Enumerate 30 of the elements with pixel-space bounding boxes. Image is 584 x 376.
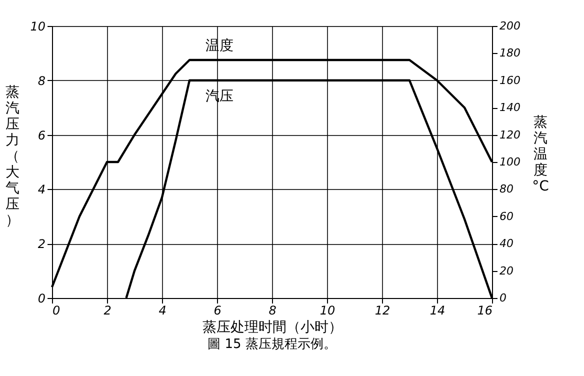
y2-tick-label: 0 — [500, 292, 506, 304]
x-tick-label: 16 — [477, 304, 493, 318]
x-tick-label: 6 — [214, 304, 222, 318]
x-tick-label: 12 — [374, 304, 390, 318]
x-tick-label: 8 — [268, 304, 277, 318]
y2-tick-label: 100 — [500, 156, 520, 168]
x-tick-label: 0 — [52, 304, 60, 318]
y2-tick-label: 120 — [500, 128, 520, 142]
x-tick-label: 14 — [430, 304, 446, 318]
y2-tick-label: 200 — [500, 20, 520, 32]
caption: 圖 15 蒸压規程示例。 — [208, 337, 336, 352]
y-tick-label: 0 — [38, 292, 46, 306]
y-tick-label: 2 — [38, 237, 46, 252]
y2-tick-label: 180 — [500, 46, 520, 60]
y2-tick-label: 160 — [500, 74, 520, 87]
y2-tick-label: 60 — [500, 210, 514, 223]
y-tick-label: 10 — [30, 20, 46, 34]
x-axis-title: 蒸压处理时間（小时） — [202, 320, 342, 336]
y2-tick-label: 40 — [500, 237, 514, 250]
x-tick-label: 4 — [158, 304, 166, 318]
y-tick-label: 4 — [38, 182, 46, 197]
x-tick-label: 10 — [320, 304, 336, 318]
y2-tick-label: 140 — [500, 101, 520, 114]
y2-axis-title: 蒸汽温度°C — [532, 114, 550, 194]
y-tick-label: 6 — [38, 128, 46, 142]
x-tick-label: 2 — [104, 304, 112, 318]
y-tick-label: 8 — [38, 74, 46, 88]
y2-tick-label: 20 — [500, 264, 514, 278]
text: 蒸汽压力（大气压） — [6, 84, 20, 228]
y2-tick-label: 80 — [500, 182, 514, 196]
